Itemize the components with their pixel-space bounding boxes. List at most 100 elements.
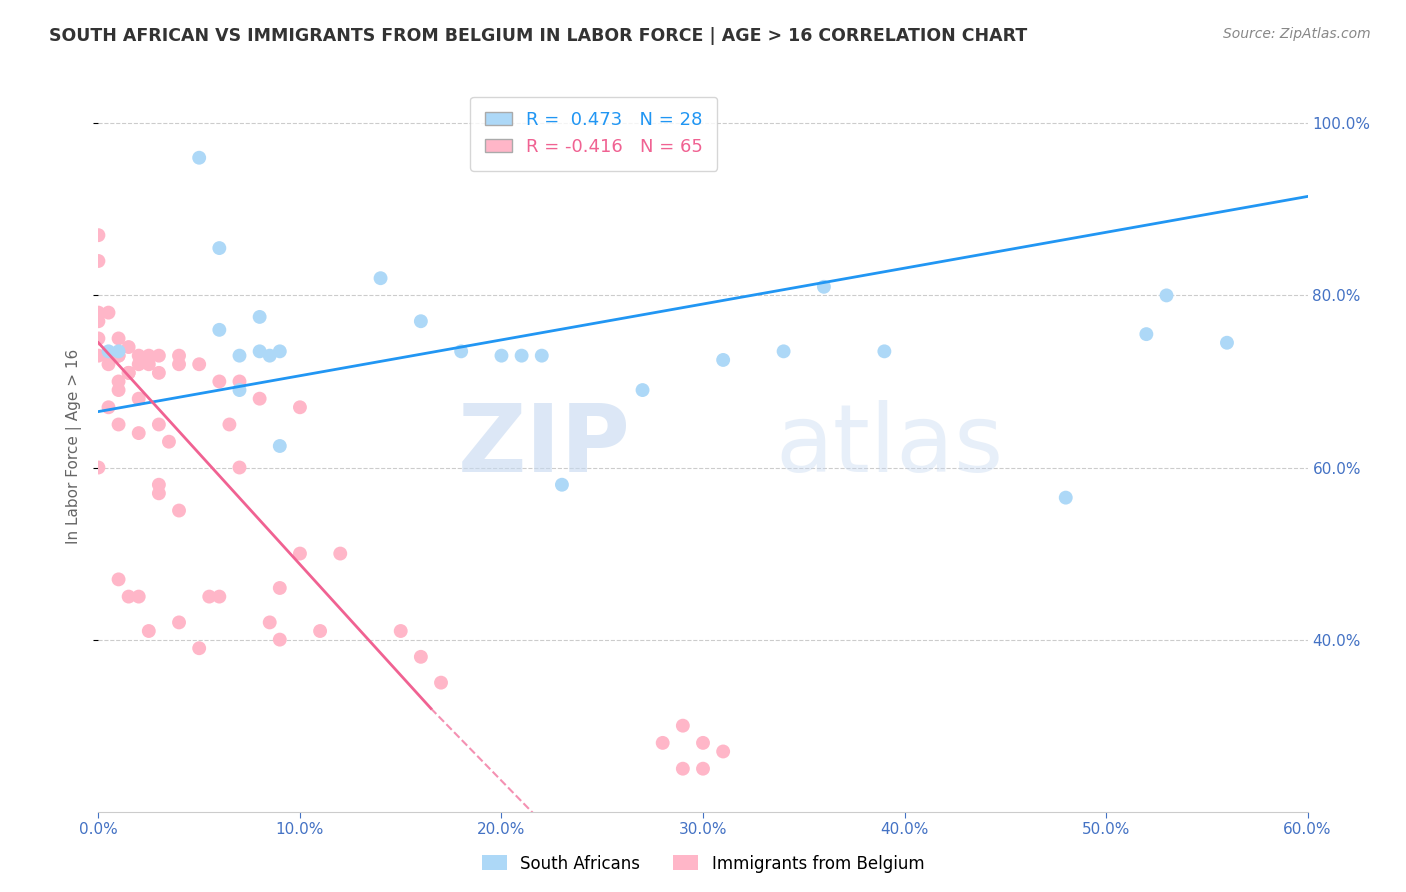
Point [672,719,695,733]
Point [107,349,129,363]
Point [450,344,472,359]
Point [128,590,150,604]
Point [208,590,231,604]
Point [87,331,110,345]
Y-axis label: In Labor Force | Age > 16: In Labor Force | Age > 16 [66,349,83,543]
Point [873,344,896,359]
Point [87,305,110,319]
Point [228,375,250,389]
Point [157,434,180,449]
Text: Source: ZipAtlas.com: Source: ZipAtlas.com [1223,27,1371,41]
Point [228,460,250,475]
Point [87,228,110,243]
Point [167,357,190,371]
Point [118,340,141,354]
Point [259,615,281,630]
Point [107,383,129,397]
Point [167,503,190,517]
Point [249,310,271,324]
Point [1156,288,1178,302]
Point [692,736,714,750]
Point [309,624,332,638]
Point [188,151,211,165]
Point [672,762,695,776]
Point [329,547,352,561]
Point [269,632,291,647]
Point [269,439,291,453]
Point [1216,335,1239,350]
Point [188,641,211,656]
Text: atlas: atlas [776,400,1004,492]
Point [288,401,311,415]
Point [269,581,291,595]
Point [97,401,120,415]
Point [97,344,120,359]
Point [148,417,170,432]
Point [1135,327,1157,342]
Point [692,762,714,776]
Point [188,357,211,371]
Point [138,349,160,363]
Point [651,736,673,750]
Point [107,417,129,432]
Point [138,357,160,371]
Point [409,314,432,328]
Point [551,477,574,491]
Point [128,392,150,406]
Point [711,353,734,368]
Point [97,305,120,319]
Point [813,280,835,294]
Point [128,357,150,371]
Text: SOUTH AFRICAN VS IMMIGRANTS FROM BELGIUM IN LABOR FORCE | AGE > 16 CORRELATION C: SOUTH AFRICAN VS IMMIGRANTS FROM BELGIUM… [49,27,1028,45]
Point [1054,491,1077,505]
Point [370,271,392,285]
Point [218,417,240,432]
Point [118,366,141,380]
Point [430,675,453,690]
Point [510,349,533,363]
Point [97,349,120,363]
Point [148,477,170,491]
Point [491,349,513,363]
Point [128,349,150,363]
Text: ZIP: ZIP [457,400,630,492]
Point [167,615,190,630]
Point [288,547,311,561]
Point [259,349,281,363]
Point [148,349,170,363]
Point [631,383,654,397]
Point [208,323,231,337]
Point [409,649,432,664]
Point [107,573,129,587]
Point [208,375,231,389]
Point [228,349,250,363]
Point [87,460,110,475]
Point [87,254,110,268]
Point [772,344,794,359]
Point [107,349,129,363]
Legend: R =  0.473   N = 28, R = -0.416   N = 65: R = 0.473 N = 28, R = -0.416 N = 65 [470,96,717,170]
Point [87,314,110,328]
Point [97,357,120,371]
Point [208,241,231,255]
Point [269,344,291,359]
Legend: South Africans, Immigrants from Belgium: South Africans, Immigrants from Belgium [475,848,931,880]
Point [249,392,271,406]
Point [198,590,221,604]
Point [87,349,110,363]
Point [148,486,170,500]
Point [118,366,141,380]
Point [128,426,150,441]
Point [107,331,129,345]
Point [107,375,129,389]
Point [228,383,250,397]
Point [107,344,129,359]
Point [249,344,271,359]
Point [389,624,412,638]
Point [138,624,160,638]
Point [530,349,553,363]
Point [148,366,170,380]
Point [118,590,141,604]
Point [167,349,190,363]
Point [711,744,734,758]
